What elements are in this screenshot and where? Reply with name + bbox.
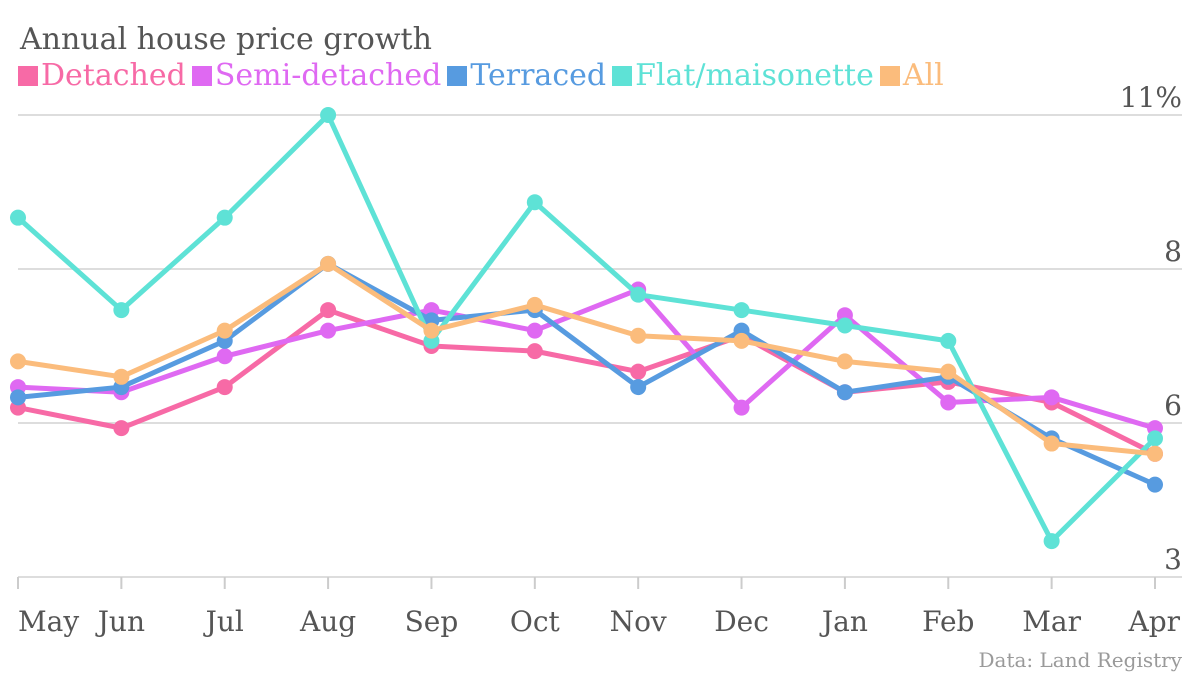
data-point-semi-detached	[216, 348, 233, 365]
legend-label-terraced: Terraced	[470, 58, 607, 93]
data-point-flat-maisonette	[10, 209, 26, 226]
x-tick-label: Jun	[95, 605, 145, 638]
data-point-flat-maisonette	[526, 194, 543, 211]
x-tick-label: Sep	[405, 605, 459, 638]
data-point-all	[733, 332, 750, 349]
x-tick-label: Apr	[1127, 605, 1180, 638]
x-tick-label: Aug	[299, 605, 356, 638]
data-point-flat-maisonette	[1147, 430, 1163, 447]
data-point-all	[216, 322, 233, 339]
data-point-flat-maisonette	[216, 209, 233, 226]
data-point-terraced	[10, 389, 26, 406]
x-tick-label: Mar	[1022, 605, 1081, 638]
data-point-flat-maisonette	[113, 302, 130, 319]
data-point-terraced	[630, 379, 647, 396]
series-line-semi-detached	[15, 287, 1158, 431]
data-point-all	[423, 322, 440, 339]
data-point-all	[113, 368, 130, 385]
legend-swatch-semi-detached	[191, 65, 212, 86]
legend-swatch-flat-maisonette	[612, 65, 633, 86]
legend-label-detached: Detached	[41, 58, 186, 93]
data-point-flat-maisonette	[733, 302, 750, 319]
data-point-detached	[526, 343, 543, 360]
legend-label-flat-maisonette: Flat/maisonette	[635, 58, 874, 93]
y-tick-label: 6	[1164, 389, 1182, 422]
y-tick-label: 11%	[1120, 81, 1182, 114]
series-line-terraced	[15, 261, 1158, 488]
data-point-semi-detached	[940, 394, 957, 411]
data-point-all	[630, 327, 647, 344]
legend-item-flat-maisonette[interactable]: Flat/maisonette	[612, 58, 874, 93]
legend-item-detached[interactable]: Detached	[18, 58, 186, 93]
source-note: Data: Land Registry	[978, 648, 1182, 672]
data-point-semi-detached	[1043, 389, 1060, 406]
x-tick-label: Oct	[510, 605, 561, 638]
data-point-flat-maisonette	[630, 286, 647, 303]
chart-title: Annual house price growth	[20, 22, 432, 57]
series-line-flat-maisonette	[15, 112, 1158, 544]
legend-item-semi-detached[interactable]: Semi-detached	[191, 58, 442, 93]
data-point-all	[836, 353, 853, 370]
data-point-all	[320, 255, 337, 272]
legend-item-all[interactable]: All	[879, 58, 944, 93]
x-tick-label: Nov	[610, 605, 667, 638]
data-point-detached	[216, 379, 233, 396]
data-point-semi-detached	[733, 399, 750, 416]
x-tick-label: Feb	[922, 605, 974, 638]
data-point-semi-detached	[320, 322, 337, 339]
x-tick-label: Jul	[203, 605, 244, 638]
data-point-terraced	[1147, 476, 1163, 493]
legend-item-terraced[interactable]: Terraced	[447, 58, 606, 93]
legend-label-all: All	[902, 58, 944, 93]
legend-swatch-all	[879, 65, 900, 86]
data-point-all	[526, 296, 543, 313]
data-point-flat-maisonette	[836, 317, 853, 334]
data-point-all	[1147, 445, 1163, 462]
series-line-all	[15, 261, 1158, 457]
x-tick-label: May	[18, 605, 79, 638]
legend-swatch-detached	[18, 65, 38, 86]
legend-label-semi-detached: Semi-detached	[214, 58, 442, 93]
series-line-detached	[15, 307, 1158, 457]
data-point-detached	[630, 363, 647, 380]
data-point-detached	[320, 302, 337, 319]
data-point-flat-maisonette	[1043, 533, 1060, 550]
data-point-all	[10, 353, 26, 370]
data-point-detached	[113, 420, 130, 437]
data-point-terraced	[836, 384, 853, 401]
data-point-all	[940, 363, 957, 380]
y-tick-label: 8	[1164, 235, 1182, 268]
data-point-semi-detached	[526, 322, 543, 339]
x-tick-label: Jan	[819, 605, 868, 638]
legend-swatch-terraced	[447, 65, 468, 86]
y-tick-label: 3	[1164, 543, 1182, 576]
data-point-flat-maisonette	[320, 107, 337, 123]
data-point-all	[1043, 435, 1060, 452]
legend: Detached Semi-detached Terraced Flat/mai…	[18, 58, 950, 93]
data-point-flat-maisonette	[940, 332, 957, 349]
x-tick-label: Dec	[714, 605, 769, 638]
